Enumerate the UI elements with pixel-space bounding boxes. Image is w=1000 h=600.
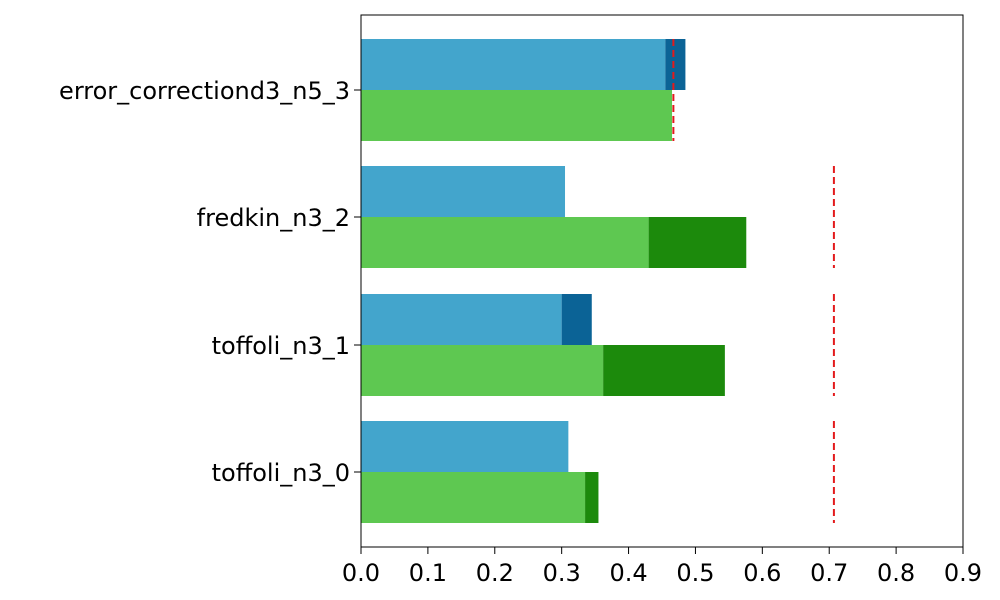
bar-green-ext-toffoli_n3_1 (603, 345, 725, 396)
bar-green-ext-toffoli_n3_0 (585, 472, 599, 523)
category-label: error_correctiond3_n5_3 (59, 77, 350, 105)
x-tick-label: 0.3 (543, 559, 581, 587)
plot-frame (360, 14, 964, 548)
bar-blue-error_correctiond3_n5_3 (361, 39, 666, 90)
x-tick-label: 0.5 (676, 559, 714, 587)
bar-blue-ext-toffoli_n3_1 (561, 294, 592, 345)
bar-green-toffoli_n3_0 (361, 472, 586, 523)
reference-lines-layer (672, 39, 835, 523)
x-tick-label: 0.7 (810, 559, 848, 587)
x-tick-label: 0.0 (342, 559, 380, 587)
x-axis: 0.0 0.1 0.2 0.3 0.4 0.5 0.6 0.7 0.8 0.9 (342, 547, 982, 587)
category-label: fredkin_n3_2 (197, 204, 350, 232)
bar-green-error_correctiond3_n5_3 (361, 90, 673, 141)
bar-blue-ext-error_correctiond3_n5_3 (665, 39, 686, 90)
x-tick-label: 0.4 (609, 559, 647, 587)
bar-blue-toffoli_n3_1 (361, 294, 562, 345)
bar-blue-fredkin_n3_2 (361, 166, 566, 217)
category-label: toffoli_n3_1 (212, 332, 350, 360)
x-tick-label: 0.2 (476, 559, 514, 587)
category-label: toffoli_n3_0 (212, 459, 350, 487)
bars-layer (361, 39, 747, 523)
bar-green-ext-fredkin_n3_2 (648, 217, 747, 268)
x-tick-label: 0.1 (409, 559, 447, 587)
bar-blue-toffoli_n3_0 (361, 421, 569, 472)
x-tick-label: 0.8 (877, 559, 915, 587)
x-tick-label: 0.6 (743, 559, 781, 587)
x-tick-label: 0.9 (944, 559, 982, 587)
bar-green-toffoli_n3_1 (361, 345, 604, 396)
bar-green-fredkin_n3_2 (361, 217, 649, 268)
y-axis: toffoli_n3_0 toffoli_n3_1 fredkin_n3_2 erro… (59, 77, 361, 487)
